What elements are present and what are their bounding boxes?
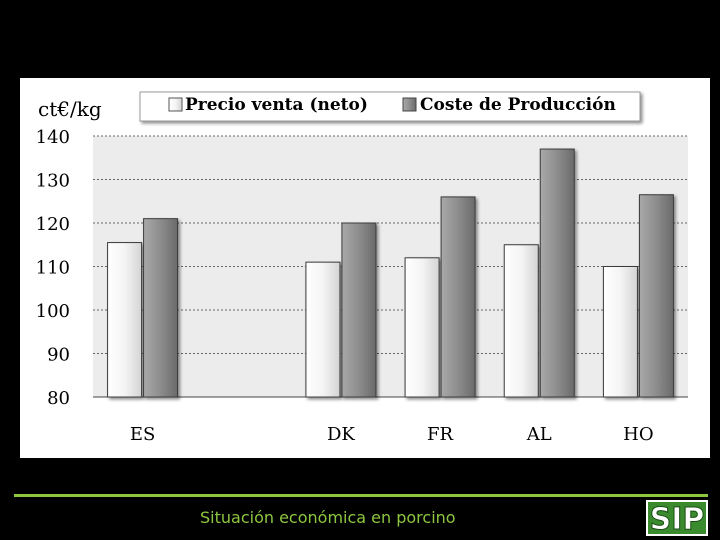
svg-text:SIP: SIP [650,502,705,536]
x-tick-label: AL [526,424,552,445]
x-tick-label: FR [427,424,453,445]
y-axis-ticks: 80 90 100 110 120 130 140 [36,127,70,409]
sip-logo: SIP [646,500,708,536]
bar-precio-al [503,244,539,398]
x-tick-label: ES [130,424,155,445]
y-tick-label: 120 [36,214,70,235]
y-tick-label: 110 [36,258,70,279]
legend-swatch-precio [168,97,183,112]
x-tick-label: HO [623,424,653,445]
legend: Precio venta (neto) Coste de Producción [139,91,641,122]
y-tick-label: 80 [47,388,70,409]
y-tick-label: 100 [36,301,70,322]
y-tick-label: 130 [36,171,70,192]
footer-caption: Situación económica en porcino [200,508,456,527]
legend-swatch-coste [402,97,417,112]
bar-precio-ho [602,266,638,398]
x-tick-label: DK [327,424,355,445]
bar-coste-fr [440,196,476,398]
footer-divider [14,494,708,497]
legend-label-coste: Coste de Producción [420,95,616,115]
bar-precio-fr [404,257,440,398]
y-axis-label: ct€/kg [38,97,102,121]
y-tick-label: 140 [36,127,70,148]
bars [107,148,674,398]
legend-label-precio: Precio venta (neto) [185,95,368,115]
bar-coste-es [143,218,179,398]
bar-coste-dk [341,222,377,398]
y-tick-label: 90 [47,345,70,366]
gridlines [93,135,688,398]
bar-chart: 80 90 100 110 120 130 140 ct€/kg ES DK FR AL HO Pr… [36,91,688,445]
bar-precio-es [107,242,143,398]
bar-coste-ho [638,194,674,398]
x-axis-ticks: ES DK FR AL HO [130,424,654,445]
chart-panel: 80 90 100 110 120 130 140 ct€/kg ES DK FR AL HO Pr… [20,78,710,458]
legend-box [139,91,641,122]
bar-coste-al [539,148,575,398]
bar-precio-dk [305,261,341,398]
